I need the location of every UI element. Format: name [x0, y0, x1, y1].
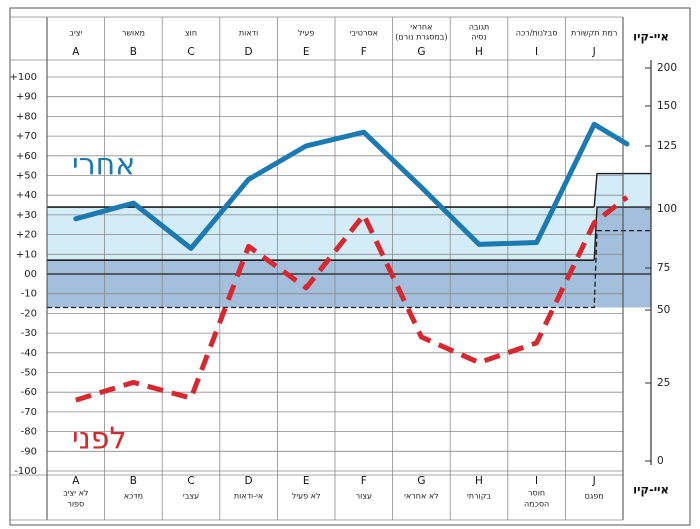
y-tick-label: +60: [16, 151, 37, 162]
y-tick-label: -80: [21, 427, 37, 438]
top-category-letter: A: [72, 46, 80, 58]
iq-header-bottom: איי-קיו: [633, 483, 669, 497]
y-tick-label: -40: [21, 348, 37, 359]
top-category-letter: E: [303, 46, 310, 58]
iq-tick-label: 75: [657, 262, 670, 274]
chart-frame: [9, 7, 691, 526]
top-category-letter: D: [245, 46, 253, 58]
y-tick-label: -70: [21, 407, 37, 418]
y-tick-label: +70: [16, 131, 37, 142]
bottom-trait-label: לא אחראי: [404, 492, 439, 501]
y-tick-label: +50: [16, 171, 37, 182]
bottom-category-letter: H: [475, 475, 483, 487]
y-tick-label: +10: [16, 249, 37, 260]
bottom-trait-label: מדכא: [124, 492, 143, 501]
bottom-category-letter: C: [187, 475, 194, 487]
y-tick-label: +20: [16, 230, 37, 241]
right-axis-ticks: 200 150 125 100 75 50 25 0: [645, 62, 677, 467]
bottom-trait-label: ספור: [67, 500, 84, 509]
top-category-letter: C: [187, 46, 194, 58]
top-trait-label: סבלנות/רכה: [516, 29, 558, 38]
y-tick-label: +90: [16, 92, 37, 103]
series-label-1: לפני: [72, 422, 127, 457]
iq-tick-label: 50: [657, 304, 670, 316]
iq-tick-label: 100: [657, 203, 677, 215]
y-tick-label: 00: [24, 269, 37, 280]
bottom-trait-label: לא פעיל: [292, 492, 321, 501]
y-tick-label: +80: [16, 111, 37, 122]
bottom-category-letter: B: [130, 475, 137, 487]
series-line-1: [75, 195, 629, 403]
top-trait-label: יציב: [69, 29, 82, 38]
top-category-letter: G: [417, 46, 425, 58]
bottom-trait-label: בקורתי: [467, 492, 491, 501]
y-tick-label: -100: [14, 466, 37, 477]
outer-border: [9, 7, 691, 526]
band-edge-line: [593, 206, 651, 261]
y-tick-label: -90: [21, 446, 37, 457]
top-category-letter: F: [361, 46, 367, 58]
iq-tick-label: 25: [657, 377, 670, 389]
bottom-category-letter: E: [303, 475, 310, 487]
bottom-category-letter: D: [245, 475, 253, 487]
bottom-category-letter: G: [417, 475, 425, 487]
y-tick-label: +40: [16, 190, 37, 201]
iq-tick-label: 0: [657, 455, 664, 467]
top-trait-label: רמת תקשורת: [571, 29, 617, 38]
y-tick-label: +100: [10, 72, 37, 83]
top-trait-label: אסרטיבי: [350, 29, 378, 38]
bottom-trait-label: הסכמה: [524, 500, 549, 509]
top-trait-labels: יציב A מאושר B חוצ C ודאות D פעיל E אסרטיבי F אחראי(…: [69, 23, 669, 59]
top-category-letter: I: [535, 46, 538, 58]
bottom-category-letter: J: [592, 475, 596, 487]
bottom-category-letter: I: [535, 475, 538, 487]
band-edge-line: [593, 172, 651, 208]
series-label-0: אחרי: [72, 148, 135, 183]
top-trait-label: תגובה: [469, 23, 490, 32]
y-tick-label: +30: [16, 210, 37, 221]
top-category-letter: H: [475, 46, 483, 58]
y-tick-label: -50: [21, 368, 37, 379]
top-trait-label: (במסגרת נורם): [395, 33, 447, 42]
dashed-norm-line: [47, 230, 651, 309]
top-trait-label: חוצ: [185, 29, 197, 38]
top-trait-label: מאושר: [122, 29, 145, 38]
bottom-trait-label: חוסר: [528, 489, 545, 498]
top-trait-label: אחראי: [410, 23, 432, 32]
y-tick-label: -10: [21, 289, 37, 300]
bottom-trait-label: לא יציב: [63, 489, 88, 498]
top-trait-label: נסיה: [471, 33, 486, 42]
iq-tick-label: 125: [657, 140, 677, 152]
iq-tick-label: 200: [657, 62, 677, 74]
top-trait-label: פעיל: [298, 29, 314, 38]
iq-tick-label: 150: [657, 100, 677, 112]
bottom-trait-label: עצור: [356, 492, 372, 501]
top-category-letter: J: [592, 46, 596, 58]
bottom-trait-label: מפגם: [585, 492, 604, 501]
bottom-trait-labels: A לא יציב ספור B מדכא C עצבי D אי-ודאות E לא פעיל F…: [63, 475, 669, 509]
norm-band-0: [47, 173, 651, 261]
y-tick-label: -30: [21, 328, 37, 339]
top-category-letter: B: [130, 46, 137, 58]
norm-band-1: [47, 207, 651, 308]
y-tick-label: -20: [21, 308, 37, 319]
bottom-trait-label: אי-ודאות: [234, 492, 263, 501]
bottom-category-letter: A: [72, 475, 80, 487]
bottom-trait-label: עצבי: [183, 492, 199, 501]
series-lines: [73, 121, 630, 403]
bottom-category-letter: F: [361, 475, 367, 487]
series-labels: אחרי לפני: [72, 148, 135, 457]
iq-header-top: איי-קיו: [633, 30, 669, 44]
top-trait-label: ודאות: [239, 29, 258, 38]
y-tick-label: -60: [21, 387, 37, 398]
left-axis-ticks: +100 +90 +80 +70 +60 +50 +40 +30 +20 +10 00 -10 -20 -…: [10, 72, 37, 477]
